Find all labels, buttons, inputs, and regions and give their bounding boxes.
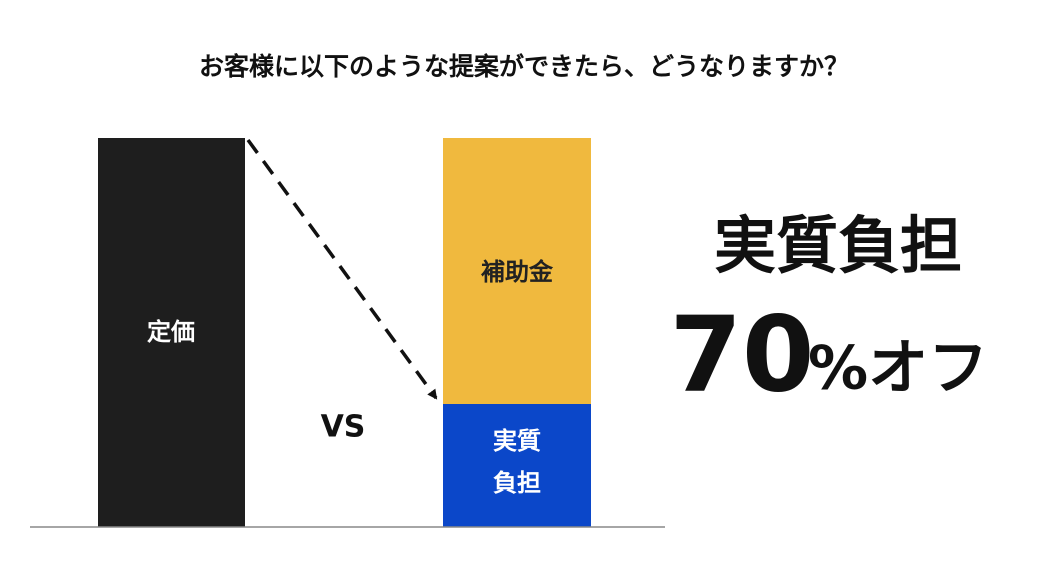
subsidy-bar [443,138,591,404]
list-price-label: 定価 [147,318,195,346]
subsidy-label: 補助金 [480,258,554,286]
actual-cost-label: 実質 [493,427,541,455]
discount-number: 70 [670,293,815,415]
discount-suffix: %オフ [808,334,988,404]
title: お客様に以下のような提案ができたら、どうなりますか？ [199,52,849,81]
vs-label: VS [321,410,366,445]
headline: 実質負担 [714,209,962,282]
actual-cost-label: 負担 [493,469,541,497]
arrow [246,138,438,400]
list-price-bar [98,138,245,527]
actual-cost-bar [443,404,591,527]
